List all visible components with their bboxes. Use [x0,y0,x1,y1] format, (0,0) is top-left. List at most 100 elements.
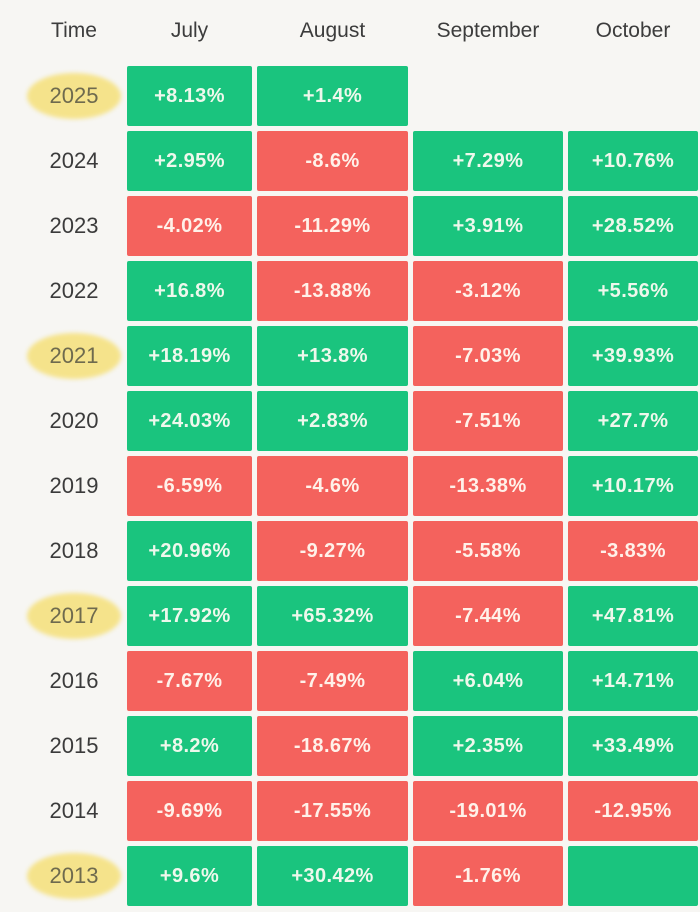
value-cell-2021-august: +13.8% [257,326,408,386]
value-cell-2022-august: -13.88% [257,261,408,321]
value-cell-2022-september: -3.12% [413,261,563,321]
value-cell-2017-october: +47.81% [568,586,698,646]
value-label: +9.6% [159,864,220,887]
year-label: 2025 [49,83,99,108]
year-label: 2014 [49,798,99,823]
value-label: -13.88% [293,279,372,302]
value-cell-2018-october: -3.83% [568,521,698,581]
value-cell-2020-july: +24.03% [127,391,252,451]
column-header-august: August [299,18,366,42]
year-label: 2018 [49,538,99,563]
value-label: -7.67% [156,669,223,692]
year-label: 2020 [49,408,99,433]
value-label: +16.8% [154,279,225,302]
year-highlight-oval [27,853,121,899]
value-label: +17.92% [148,604,231,627]
year-cell-2022: 2022 [13,261,135,321]
value-label: +18.19% [148,344,231,367]
value-label: +30.42% [291,864,374,887]
value-cell-2021-july: +18.19% [127,326,252,386]
value-label: +14.71% [591,669,675,692]
year-label: 2016 [49,668,99,693]
value-label: -9.69% [156,799,223,822]
value-label: +39.93% [591,344,675,367]
value-cell-2024-july: +2.95% [127,131,252,191]
value-label: -3.12% [455,279,521,302]
column-header-september: September [436,18,540,42]
value-label: -3.83% [600,539,666,562]
year-cell-2018: 2018 [13,521,135,581]
year-label: 2019 [49,473,99,498]
value-label: -6.59% [156,474,223,497]
value-cell-2024-october: +10.76% [568,131,698,191]
value-cell-2016-september: +6.04% [413,651,563,711]
value-cell-2019-august: -4.6% [257,456,408,516]
year-cell-2025: 2025 [13,66,135,126]
value-cell-2013-august: +30.42% [257,846,408,906]
value-cell-2015-october: +33.49% [568,716,698,776]
year-label: 2022 [49,278,99,303]
value-cell-2013-october [568,846,698,906]
value-label: +1.4% [302,84,363,107]
year-label: 2015 [49,733,99,758]
value-label: +2.95% [154,149,225,172]
value-cell-2014-september: -19.01% [413,781,563,841]
value-label: +20.96% [148,539,231,562]
value-label: +47.81% [591,604,675,627]
value-label: -12.95% [594,799,672,822]
value-cell-2025-october [568,66,698,126]
value-label: +3.91% [452,214,524,237]
year-label: 2017 [49,603,99,628]
value-cell-2017-july: +17.92% [127,586,252,646]
value-cell-2018-august: -9.27% [257,521,408,581]
year-label: 2013 [49,863,99,888]
year-highlight-oval [27,333,121,379]
value-label: -4.02% [156,214,223,237]
year-cell-2017: 2017 [13,586,135,646]
value-label: -19.01% [449,799,527,822]
value-cell-2023-august: -11.29% [257,196,408,256]
value-label: -1.76% [455,864,521,887]
year-cell-2014: 2014 [13,781,135,841]
value-cell-2023-july: -4.02% [127,196,252,256]
year-cell-2024: 2024 [13,131,135,191]
value-cell-2017-september: -7.44% [413,586,563,646]
year-cell-2013: 2013 [13,846,135,906]
value-label: -7.51% [455,409,521,432]
value-cell-2025-july: +8.13% [127,66,252,126]
value-cell-2020-october: +27.7% [568,391,698,451]
value-cell-2020-august: +2.83% [257,391,408,451]
column-header-time: Time [51,18,97,42]
value-label: -7.03% [455,344,521,367]
value-label: -4.6% [305,474,360,497]
value-label: +2.35% [452,734,524,757]
value-cell-2025-september [413,66,563,126]
value-label: +5.56% [597,279,669,302]
value-label: -11.29% [294,214,371,237]
value-cell-2024-september: +7.29% [413,131,563,191]
year-cell-2023: 2023 [13,196,135,256]
value-label: +24.03% [148,409,231,432]
value-cell-2023-october: +28.52% [568,196,698,256]
value-cell-2019-october: +10.17% [568,456,698,516]
value-label: +6.04% [452,669,524,692]
value-cell-2015-august: -18.67% [257,716,408,776]
value-cell-2019-september: -13.38% [413,456,563,516]
value-cell-2014-october: -12.95% [568,781,698,841]
value-label: -17.55% [293,799,372,822]
value-label: +65.32% [291,604,374,627]
value-cell-2021-october: +39.93% [568,326,698,386]
value-cell-2024-august: -8.6% [257,131,408,191]
value-label: +10.76% [591,149,675,172]
value-cell-2022-july: +16.8% [127,261,252,321]
value-cell-2014-july: -9.69% [127,781,252,841]
value-cell-2021-september: -7.03% [413,326,563,386]
value-label: +33.49% [591,734,675,757]
value-cell-2016-july: -7.67% [127,651,252,711]
year-label: 2023 [49,213,99,238]
value-label: +13.8% [297,344,368,367]
value-label: +10.17% [591,474,675,497]
year-label: 2024 [49,148,99,173]
year-highlight-oval [27,593,121,639]
value-cell-2023-september: +3.91% [413,196,563,256]
